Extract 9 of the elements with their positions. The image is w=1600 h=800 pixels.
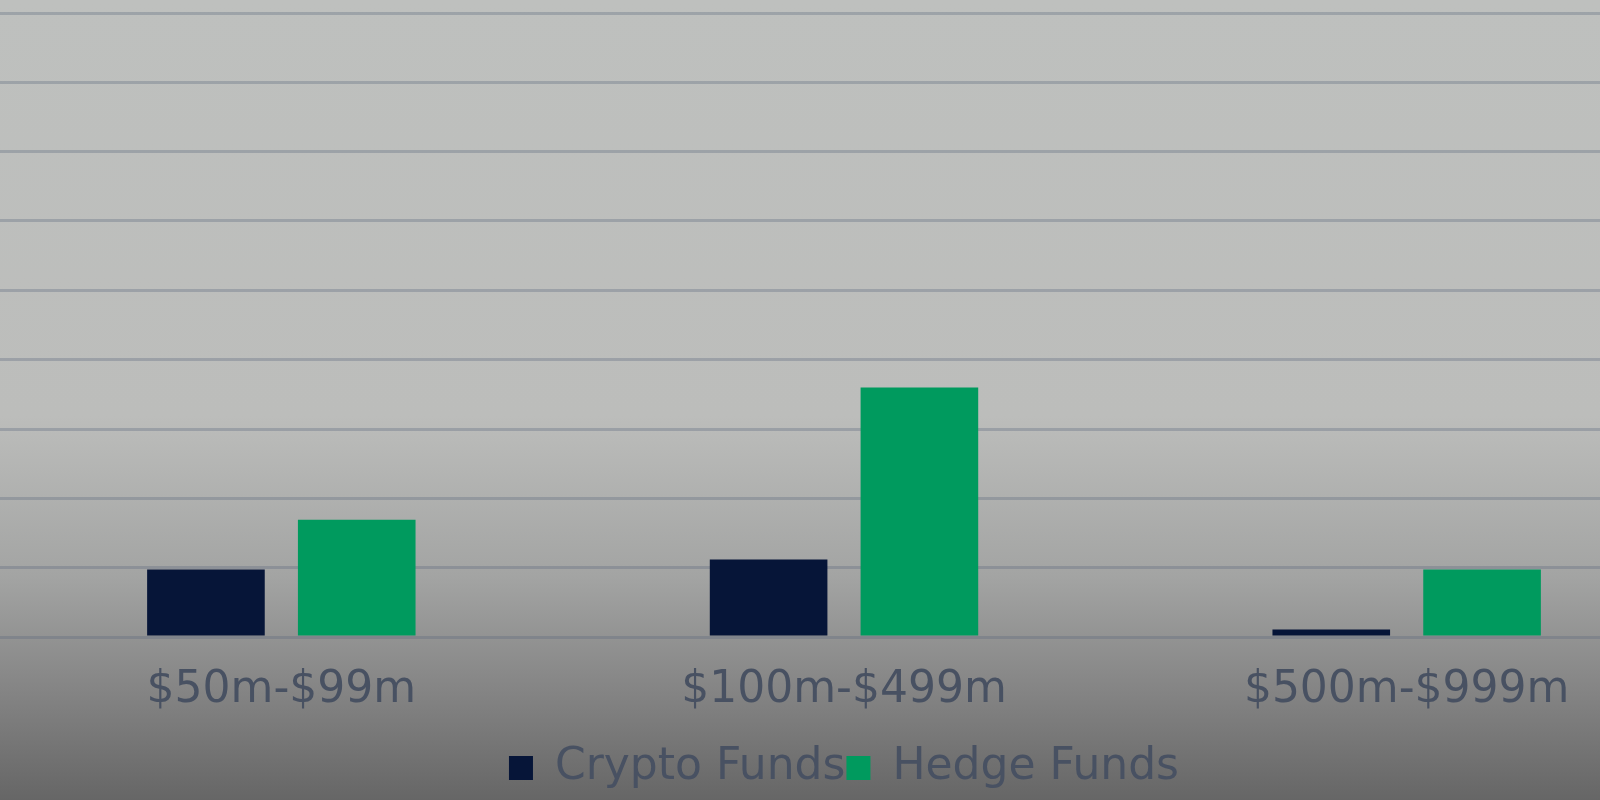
bar (147, 569, 265, 636)
x-tick-label: $100m-$499m (681, 661, 1007, 713)
x-tick-label: $500m-$999m (1243, 661, 1570, 713)
x-tick-label: $50m-$99m (146, 661, 417, 713)
bar (1423, 569, 1541, 636)
bar (860, 387, 979, 636)
bar (1272, 629, 1391, 636)
bar (297, 519, 416, 636)
bar (709, 559, 828, 636)
